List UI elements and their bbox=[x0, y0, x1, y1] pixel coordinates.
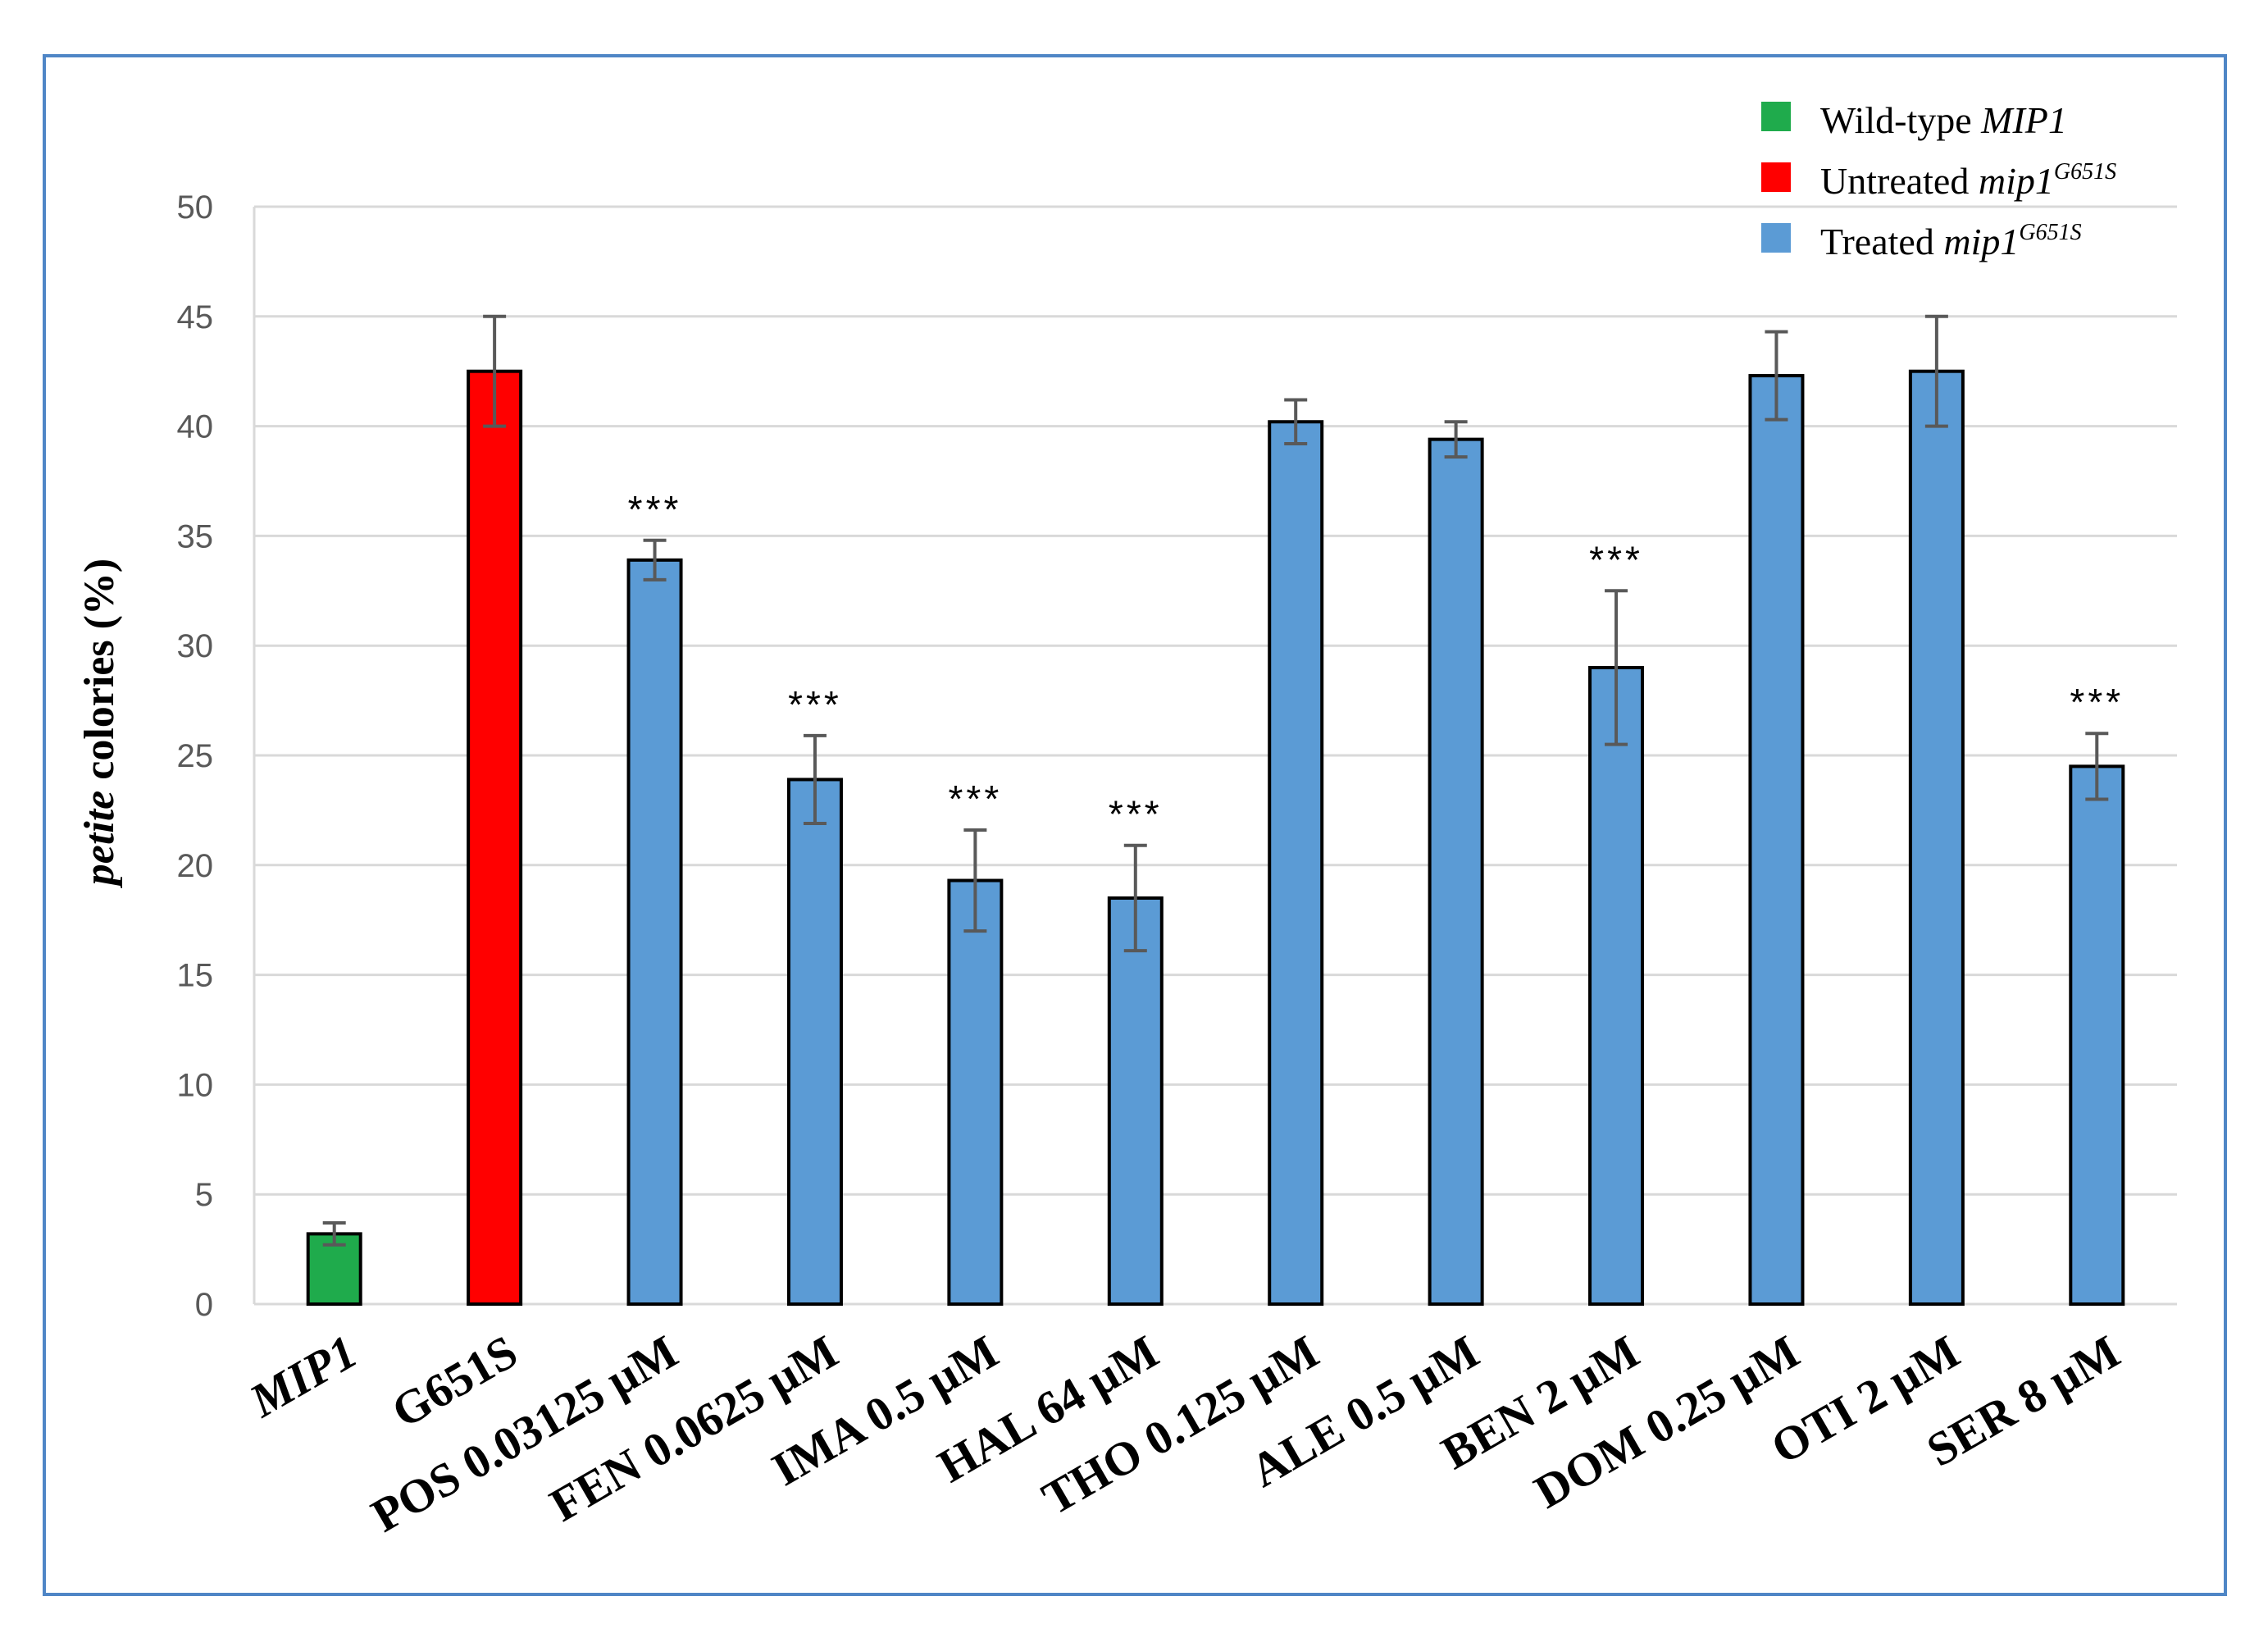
bar bbox=[1428, 437, 1484, 1306]
significance-label: *** bbox=[1589, 538, 1643, 581]
error-bar bbox=[1444, 420, 1468, 459]
x-category-label: MIP1 bbox=[240, 1325, 366, 1428]
y-axis-label: petite colories (%) bbox=[76, 559, 123, 889]
bar bbox=[1908, 369, 1965, 1307]
bar bbox=[1588, 665, 1645, 1306]
error-bar bbox=[963, 828, 987, 933]
error-bar bbox=[1123, 843, 1147, 953]
y-tick-label: 45 bbox=[177, 299, 214, 335]
legend-swatch bbox=[1761, 162, 1791, 192]
error-bar bbox=[1284, 398, 1308, 446]
error-bar bbox=[1765, 330, 1788, 422]
legend: Wild-type MIP1 Untreated mip1G651S Treated… bbox=[1761, 99, 2116, 262]
legend-label: Wild-type MIP1 bbox=[1820, 99, 2067, 141]
y-tick-label: 50 bbox=[177, 189, 214, 226]
significance-label: *** bbox=[2070, 681, 2124, 723]
error-bar bbox=[322, 1220, 346, 1247]
y-tick-label: 25 bbox=[177, 738, 214, 774]
legend-swatch bbox=[1761, 223, 1791, 253]
y-tick-label: 20 bbox=[177, 848, 214, 884]
bar bbox=[626, 558, 683, 1306]
x-category-label: THO 0.125 µM bbox=[1033, 1325, 1328, 1526]
y-tick-label: 35 bbox=[177, 518, 214, 554]
bar bbox=[786, 778, 843, 1306]
gridlines bbox=[253, 205, 2177, 1306]
error-bar bbox=[643, 538, 667, 582]
bars bbox=[306, 369, 2125, 1307]
bar bbox=[1107, 896, 1164, 1306]
error-bars bbox=[322, 314, 2109, 1247]
y-tick-label: 0 bbox=[195, 1287, 213, 1323]
bar bbox=[1268, 420, 1324, 1306]
legend-item: Wild-type MIP1 bbox=[1761, 99, 2067, 141]
error-bar bbox=[1924, 314, 1948, 428]
y-tick-label: 10 bbox=[177, 1067, 214, 1103]
significance-label: *** bbox=[628, 488, 682, 531]
bar bbox=[947, 878, 1004, 1306]
significance-label: *** bbox=[949, 778, 1003, 820]
y-tick-label: 5 bbox=[195, 1177, 213, 1213]
error-bar bbox=[803, 733, 827, 825]
bar bbox=[1748, 374, 1805, 1306]
y-tick-label: 40 bbox=[177, 409, 214, 445]
bar bbox=[467, 369, 523, 1307]
y-axis-ticks: 0 5 10 15 20 25 30 35 40 45 50 bbox=[177, 189, 214, 1323]
x-category-label: DOM 0.25 µM bbox=[1525, 1325, 1808, 1518]
error-bar bbox=[1605, 589, 1628, 746]
legend-label: Treated mip1G651S bbox=[1820, 220, 2082, 262]
error-bar bbox=[2085, 732, 2109, 801]
significance-markers: *** *** *** *** *** *** bbox=[628, 488, 2124, 836]
significance-label: *** bbox=[1109, 793, 1163, 836]
legend-item: Untreated mip1G651S bbox=[1761, 159, 2116, 202]
significance-label: *** bbox=[788, 683, 842, 726]
legend-swatch bbox=[1761, 102, 1791, 131]
bar bbox=[2069, 764, 2125, 1306]
chart-frame bbox=[43, 54, 2227, 1596]
error-bar bbox=[483, 314, 507, 428]
y-tick-label: 30 bbox=[177, 628, 214, 664]
legend-item: Treated mip1G651S bbox=[1761, 220, 2082, 262]
legend-label: Untreated mip1G651S bbox=[1820, 159, 2116, 202]
y-tick-label: 15 bbox=[177, 958, 214, 994]
